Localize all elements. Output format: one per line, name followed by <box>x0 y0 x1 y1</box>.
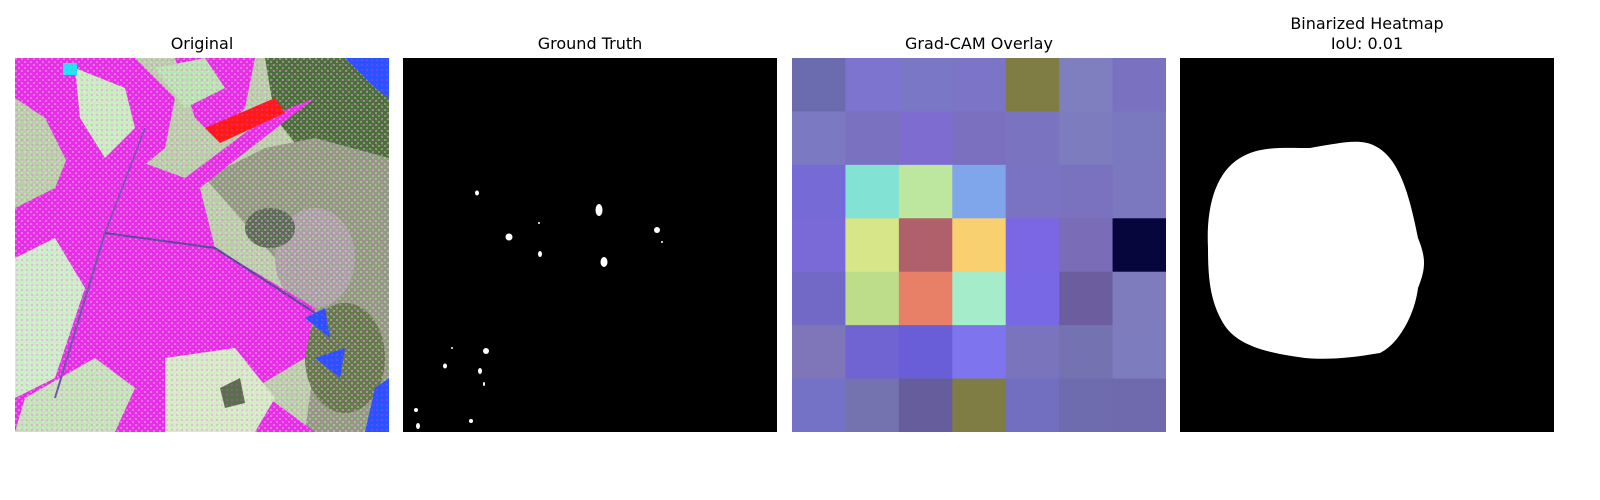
binarized-region <box>1207 141 1424 359</box>
gradcam-cell <box>1005 111 1060 166</box>
gradcam-cell <box>845 218 900 273</box>
panel-title: Original <box>15 34 389 54</box>
gradcam-cell <box>792 218 846 273</box>
gradcam-cell <box>792 271 846 326</box>
gradcam-cell <box>1059 58 1114 112</box>
gradcam-cell <box>1005 378 1060 432</box>
gradcam-cell <box>1059 271 1114 326</box>
gradcam-cell <box>1059 164 1114 219</box>
gradcam-cell <box>792 58 846 112</box>
original-leaf-image <box>15 58 389 432</box>
gradcam-cell <box>952 58 1007 112</box>
gradcam-cell <box>1005 271 1060 326</box>
gradcam-cell <box>1112 111 1166 166</box>
panel-binarized-heatmap: Binarized Heatmap IoU: 0.01 <box>1180 0 1554 432</box>
gradcam-cell <box>845 378 900 432</box>
gradcam-cell <box>898 111 953 166</box>
gradcam-cell <box>952 271 1007 326</box>
iou-score: IoU: 0.01 <box>1330 34 1404 53</box>
gradcam-cell <box>792 111 846 166</box>
gradcam-cell <box>792 378 846 432</box>
gradcam-cell <box>1059 325 1114 380</box>
gradcam-cell <box>792 164 846 219</box>
gradcam-cell <box>1005 58 1060 112</box>
gradcam-overlay-image <box>792 58 1166 432</box>
gradcam-cell <box>898 218 953 273</box>
gradcam-cell <box>952 218 1007 273</box>
gradcam-cell <box>792 325 846 380</box>
gradcam-cell <box>845 111 900 166</box>
panel-title: Ground Truth <box>403 34 777 54</box>
gradcam-cell <box>898 378 953 432</box>
gradcam-cell <box>1005 164 1060 219</box>
gradcam-cell <box>952 378 1007 432</box>
panel-title: Binarized Heatmap IoU: 0.01 <box>1180 14 1554 54</box>
gradcam-cell <box>845 58 900 112</box>
gradcam-cell <box>1059 218 1114 273</box>
gradcam-cell <box>1112 164 1166 219</box>
gradcam-cell <box>845 164 900 219</box>
panel-title-text: Grad-CAM Overlay <box>905 34 1053 53</box>
binarized-heatmap-image <box>1180 58 1554 432</box>
gradcam-cell <box>952 111 1007 166</box>
gradcam-cell <box>1112 325 1166 380</box>
panel-title: Grad-CAM Overlay <box>792 34 1166 54</box>
panel-ground-truth: Ground Truth <box>403 0 777 432</box>
gradcam-cell <box>1112 271 1166 326</box>
gradcam-cell <box>898 325 953 380</box>
panel-title-text: Original <box>170 34 234 53</box>
ground-truth-mask <box>403 58 777 432</box>
gradcam-cell <box>845 325 900 380</box>
gradcam-cell <box>1059 378 1114 432</box>
panel-title-text: Ground Truth <box>537 34 643 53</box>
gradcam-cell <box>1112 378 1166 432</box>
panel-gradcam-overlay: Grad-CAM Overlay <box>792 0 1166 432</box>
gradcam-cell <box>952 164 1007 219</box>
gradcam-cell <box>952 325 1007 380</box>
gradcam-cell <box>845 271 900 326</box>
gradcam-cell <box>898 164 953 219</box>
panel-title-text: Binarized Heatmap <box>1290 14 1444 33</box>
gradcam-cell <box>898 58 953 112</box>
gradcam-cell <box>1112 218 1166 273</box>
gradcam-cell <box>898 271 953 326</box>
gradcam-cell <box>1059 111 1114 166</box>
gradcam-cell <box>1005 218 1060 273</box>
gradcam-cell <box>1112 58 1166 112</box>
panel-original: Original <box>15 0 389 432</box>
gradcam-cell <box>1005 325 1060 380</box>
